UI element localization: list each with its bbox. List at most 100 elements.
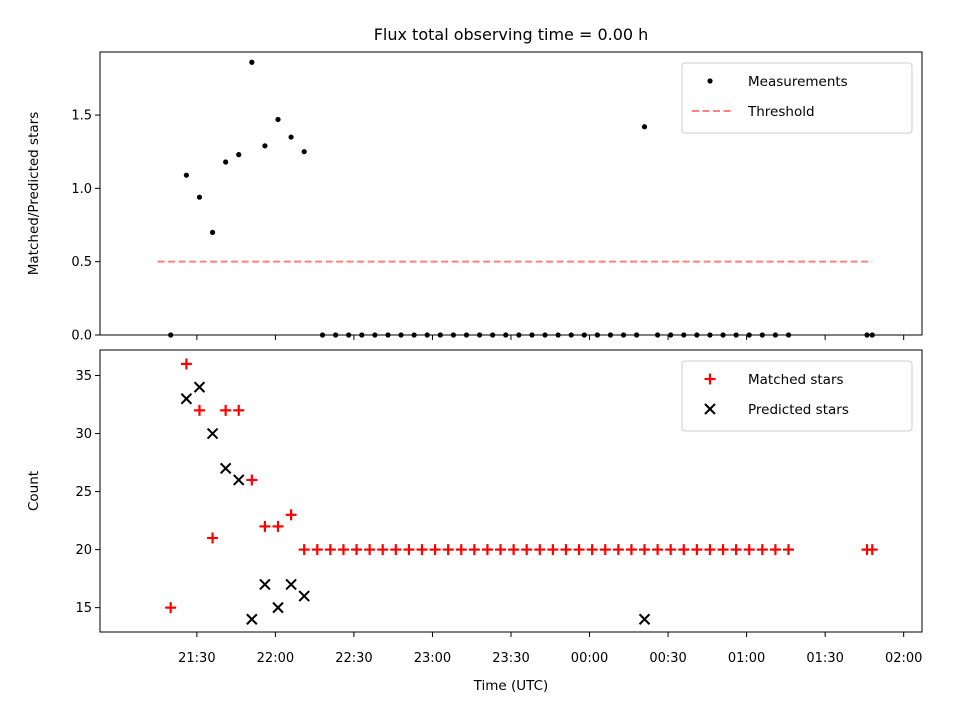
data-point bbox=[455, 544, 467, 556]
data-point bbox=[416, 544, 428, 556]
data-point bbox=[219, 462, 232, 475]
data-point bbox=[547, 544, 559, 556]
data-point bbox=[259, 578, 271, 591]
legend-marker bbox=[707, 78, 713, 84]
x-tick-label: 23:00 bbox=[414, 651, 451, 666]
x-tick-label: 00:00 bbox=[571, 651, 608, 666]
data-point bbox=[236, 152, 242, 158]
plot-frame bbox=[99, 349, 923, 633]
data-point bbox=[246, 474, 258, 486]
data-point bbox=[691, 544, 703, 556]
data-point bbox=[704, 544, 716, 556]
data-point bbox=[641, 124, 648, 130]
plot-frame bbox=[99, 51, 923, 336]
x-tick-label: 01:00 bbox=[728, 651, 765, 666]
data-point bbox=[442, 544, 454, 556]
data-point bbox=[782, 544, 794, 556]
y-tick-label: 30 bbox=[75, 427, 92, 442]
y-tick-label: 20 bbox=[75, 543, 92, 558]
data-point bbox=[272, 601, 284, 614]
data-point bbox=[586, 544, 598, 556]
top-panel-ratio: 0.0 0.5 1.0 1.5 Matched/Predicted stars Measu… bbox=[26, 51, 923, 344]
legend-label: Matched stars bbox=[748, 372, 844, 388]
data-point bbox=[377, 544, 389, 556]
data-point bbox=[275, 116, 281, 123]
data-point bbox=[196, 194, 203, 200]
data-point bbox=[508, 544, 520, 556]
data-point bbox=[233, 474, 245, 486]
data-point bbox=[665, 544, 677, 556]
data-point bbox=[403, 544, 415, 556]
data-point bbox=[866, 544, 878, 556]
data-point bbox=[209, 229, 216, 235]
bottom-panel-counts: 15 20 25 30 35 21:30 22:00 22:30 23:00 23:30 00:00… bbox=[26, 349, 923, 694]
chart-title: Flux total observing time = 0.00 h bbox=[374, 25, 649, 44]
x-axis-label: Time (UTC) bbox=[473, 678, 549, 694]
y-tick-label: 1.5 bbox=[71, 109, 92, 124]
y-tick-label: 25 bbox=[75, 485, 92, 500]
data-point bbox=[298, 544, 310, 556]
y-axis-label: Matched/Predicted stars bbox=[26, 112, 42, 275]
data-point bbox=[429, 544, 441, 556]
data-point bbox=[390, 544, 402, 556]
data-point bbox=[717, 544, 729, 556]
data-point bbox=[730, 544, 742, 556]
data-point bbox=[249, 59, 255, 65]
data-point bbox=[193, 381, 206, 393]
data-point bbox=[180, 358, 192, 370]
data-point bbox=[364, 544, 376, 556]
legend-label: Predicted stars bbox=[748, 402, 849, 418]
x-tick-label: 22:30 bbox=[335, 651, 372, 666]
data-point bbox=[573, 544, 585, 556]
data-point bbox=[337, 544, 349, 556]
legend-marker bbox=[704, 403, 716, 415]
data-point bbox=[324, 544, 336, 556]
data-point bbox=[206, 427, 219, 440]
data-point bbox=[220, 404, 232, 416]
data-point bbox=[207, 532, 219, 544]
data-point bbox=[272, 520, 284, 532]
data-point bbox=[612, 544, 624, 556]
legend: Matched stars Predicted stars bbox=[681, 360, 913, 432]
data-point bbox=[756, 544, 768, 556]
legend-box bbox=[681, 360, 913, 432]
data-point bbox=[223, 159, 229, 165]
data-point bbox=[183, 172, 189, 178]
y-tick-label: 0.0 bbox=[71, 329, 92, 344]
data-point bbox=[495, 544, 507, 556]
data-point bbox=[288, 134, 294, 140]
data-point bbox=[301, 149, 307, 155]
data-point bbox=[625, 544, 637, 556]
x-tick-label: 22:00 bbox=[257, 651, 294, 666]
data-point bbox=[246, 613, 258, 625]
data-point bbox=[560, 544, 572, 556]
x-tick-label: 02:00 bbox=[885, 651, 922, 666]
data-point bbox=[233, 404, 245, 416]
y-tick-label: 0.5 bbox=[71, 255, 92, 270]
data-point bbox=[298, 590, 310, 602]
data-point bbox=[285, 578, 297, 591]
x-tick-label: 23:30 bbox=[492, 651, 529, 666]
legend: Measurements Threshold bbox=[681, 62, 913, 134]
data-point bbox=[259, 520, 271, 532]
data-point bbox=[638, 613, 651, 625]
data-point bbox=[468, 544, 480, 556]
data-point bbox=[285, 509, 297, 521]
data-point bbox=[678, 544, 690, 556]
legend-label: Threshold bbox=[747, 104, 815, 120]
x-tick-label: 00:30 bbox=[649, 651, 686, 666]
data-point bbox=[599, 544, 611, 556]
data-point bbox=[743, 544, 755, 556]
data-point bbox=[534, 544, 546, 556]
data-point bbox=[652, 544, 664, 556]
data-point bbox=[165, 602, 177, 614]
data-point bbox=[311, 544, 323, 556]
data-point bbox=[262, 143, 268, 149]
data-point bbox=[639, 544, 651, 556]
data-point bbox=[481, 544, 493, 556]
data-point bbox=[521, 544, 533, 556]
data-point bbox=[351, 544, 363, 556]
legend-label: Measurements bbox=[748, 74, 848, 90]
data-point bbox=[180, 393, 193, 405]
